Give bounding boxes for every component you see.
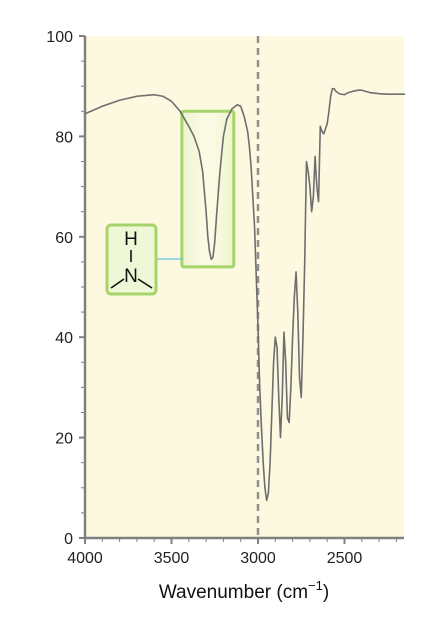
x-tick-label-3000: 3000 <box>240 550 276 567</box>
series-line <box>84 87 406 502</box>
molecule-label: H N <box>105 223 158 296</box>
n-left-bond <box>110 278 125 289</box>
atom-h: H <box>124 229 138 250</box>
x-tick-label-4000: 4000 <box>67 550 103 567</box>
atom-n: N <box>124 266 138 287</box>
y-tick-label-20: 20 <box>55 431 73 448</box>
x-tick-labels: 4000 3500 3000 2500 <box>67 550 362 567</box>
y-tick-labels: 0 20 40 60 80 100 <box>46 29 73 548</box>
x-tick-label-3500: 3500 <box>154 550 190 567</box>
y-tick-label-100: 100 <box>46 29 73 46</box>
y-tick-label-80: 80 <box>55 129 73 146</box>
nh-stretch-highlight-box <box>180 109 236 269</box>
x-tick-label-2500: 2500 <box>327 550 363 567</box>
y-tick-label-60: 60 <box>55 230 73 247</box>
x-axis-title-end: ) <box>323 582 329 603</box>
x-axis-title: Wavenumber (cm−1) <box>159 578 329 603</box>
x-axis-title-main: Wavenumber (cm <box>159 582 308 603</box>
y-tick-label-40: 40 <box>55 330 73 347</box>
n-right-bond <box>137 278 153 289</box>
x-axis-title-superscript: −1 <box>308 578 323 593</box>
y-tick-label-0: 0 <box>64 531 73 548</box>
